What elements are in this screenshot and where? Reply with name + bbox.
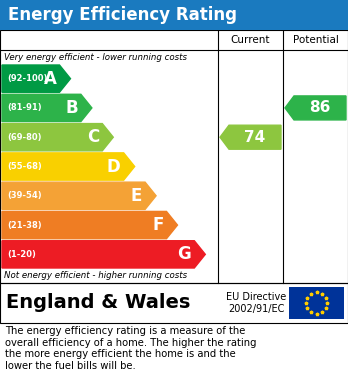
Text: (21-38): (21-38) (7, 221, 42, 230)
Polygon shape (2, 124, 113, 151)
Polygon shape (2, 241, 205, 268)
Text: Potential: Potential (293, 35, 339, 45)
Text: (81-91): (81-91) (7, 104, 42, 113)
Text: A: A (44, 70, 56, 88)
Text: E: E (131, 187, 142, 205)
Text: B: B (65, 99, 78, 117)
Bar (0, 283, 348, 323)
Text: Energy Efficiency Rating: Energy Efficiency Rating (8, 6, 237, 24)
Text: 74: 74 (244, 130, 266, 145)
Bar (289, 287, 344, 319)
Text: (55-68): (55-68) (7, 162, 42, 171)
Text: (92-100): (92-100) (7, 74, 47, 83)
Polygon shape (220, 125, 281, 149)
Text: Not energy efficient - higher running costs: Not energy efficient - higher running co… (4, 271, 187, 280)
Text: F: F (152, 216, 164, 234)
Text: (69-80): (69-80) (7, 133, 41, 142)
Text: Very energy efficient - lower running costs: Very energy efficient - lower running co… (4, 52, 187, 61)
Text: (1-20): (1-20) (7, 250, 36, 259)
Text: G: G (177, 246, 191, 264)
Text: The energy efficiency rating is a measure of the
overall efficiency of a home. T: The energy efficiency rating is a measur… (5, 326, 256, 371)
Text: (39-54): (39-54) (7, 191, 42, 200)
Polygon shape (2, 94, 92, 122)
Text: 86: 86 (309, 100, 331, 115)
Text: C: C (87, 128, 99, 146)
Polygon shape (285, 96, 346, 120)
Text: EU Directive
2002/91/EC: EU Directive 2002/91/EC (226, 292, 286, 314)
Bar (0, 0, 348, 30)
Polygon shape (2, 153, 135, 180)
Text: Current: Current (231, 35, 270, 45)
Text: England & Wales: England & Wales (6, 294, 190, 312)
Polygon shape (2, 212, 177, 239)
Bar (0, 30, 348, 283)
Polygon shape (2, 65, 71, 92)
Polygon shape (2, 182, 156, 210)
Text: D: D (107, 158, 121, 176)
